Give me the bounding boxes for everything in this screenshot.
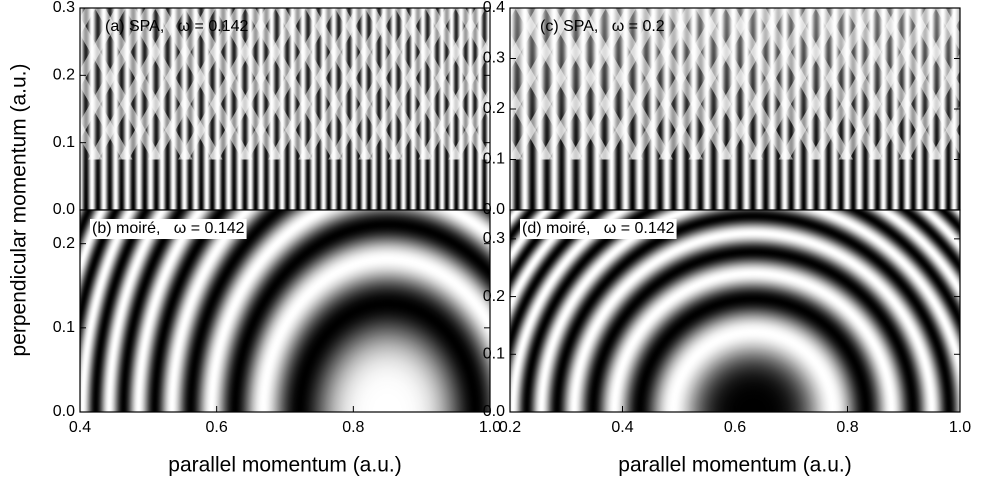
plot-frame [79, 209, 491, 413]
x-tick-label: 0.4 [611, 419, 633, 436]
x-tick-label: 0.6 [206, 419, 228, 436]
ring-pattern [80, 210, 490, 412]
density-map [510, 8, 960, 210]
panel-label: (a) SPA, ω = 0.142 [105, 18, 248, 35]
y-tick-label: 0.1 [483, 151, 505, 168]
x-tick-label: 0.8 [342, 419, 364, 436]
x-tick-label: 1.0 [479, 419, 501, 436]
x-tick-label: 0.2 [499, 419, 521, 436]
y-tick-label: 0.2 [483, 288, 505, 305]
ring-pattern [510, 210, 960, 412]
y-tick-label: 0.2 [483, 100, 505, 117]
y-tick-label: 0.4 [483, 0, 505, 16]
label-background [520, 219, 677, 239]
y-tick-label: 0.1 [53, 134, 75, 151]
panel-label: (b) moiré, ω = 0.142 [92, 220, 245, 237]
density-map [80, 8, 490, 210]
y-tick-label: 0.3 [483, 50, 505, 67]
panel-label: (c) SPA, ω = 0.2 [540, 18, 665, 35]
y-tick-label: 0.2 [53, 235, 75, 252]
panel-label: (d) moiré, ω = 0.142 [522, 220, 675, 237]
density-map [510, 210, 960, 412]
y-tick-label: 0.0 [53, 403, 75, 420]
fade-overlay [80, 8, 490, 210]
y-tick-label: 0.1 [53, 319, 75, 336]
x-axis-label: parallel momentum (a.u.) [168, 454, 401, 477]
label-background [90, 219, 247, 239]
x-tick-label: 1.0 [949, 419, 971, 436]
density-map [80, 210, 490, 412]
y-tick-label: 0.2 [53, 67, 75, 84]
y-axis-label: perpendicular momentum (a.u.) [8, 64, 31, 357]
y-tick-label: 0.3 [483, 230, 505, 247]
y-tick-label: 0.0 [53, 201, 75, 218]
x-tick-label: 0.8 [836, 419, 858, 436]
x-axis-label: parallel momentum (a.u.) [618, 454, 851, 477]
fade-overlay [510, 8, 960, 210]
x-tick-label: 0.4 [69, 419, 91, 436]
y-tick-label: 0.0 [483, 201, 505, 218]
y-tick-label: 0.1 [483, 346, 505, 363]
y-tick-label: 0.3 [53, 0, 75, 16]
y-tick-label: 0.0 [483, 403, 505, 420]
x-tick-label: 0.6 [724, 419, 746, 436]
